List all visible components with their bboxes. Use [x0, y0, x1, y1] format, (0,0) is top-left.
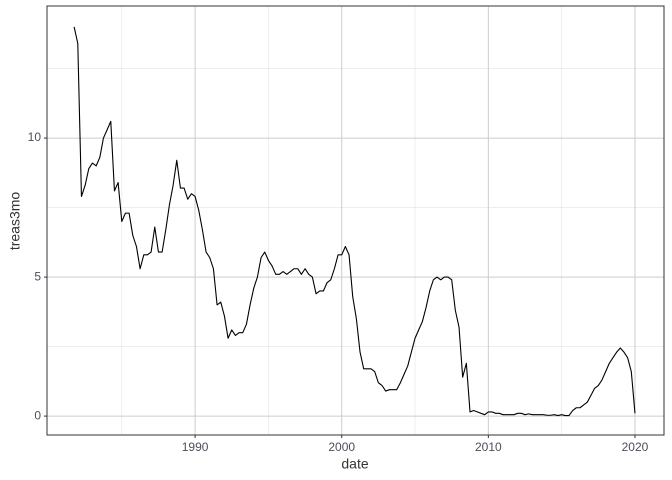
y-tick-label: 10 [28, 130, 42, 144]
panel-border [46, 5, 665, 436]
y-axis-title: treas3mo [7, 192, 23, 251]
x-tick-label: 2010 [475, 440, 502, 454]
x-tick-label: 2000 [328, 440, 355, 454]
x-tick-label: 1990 [182, 440, 209, 454]
x-tick-label: 2020 [622, 440, 649, 454]
y-tick-label: 5 [34, 269, 41, 283]
line [73, 26, 636, 417]
y-tick-label: 0 [34, 408, 41, 422]
x-axis-title: date [341, 456, 368, 472]
